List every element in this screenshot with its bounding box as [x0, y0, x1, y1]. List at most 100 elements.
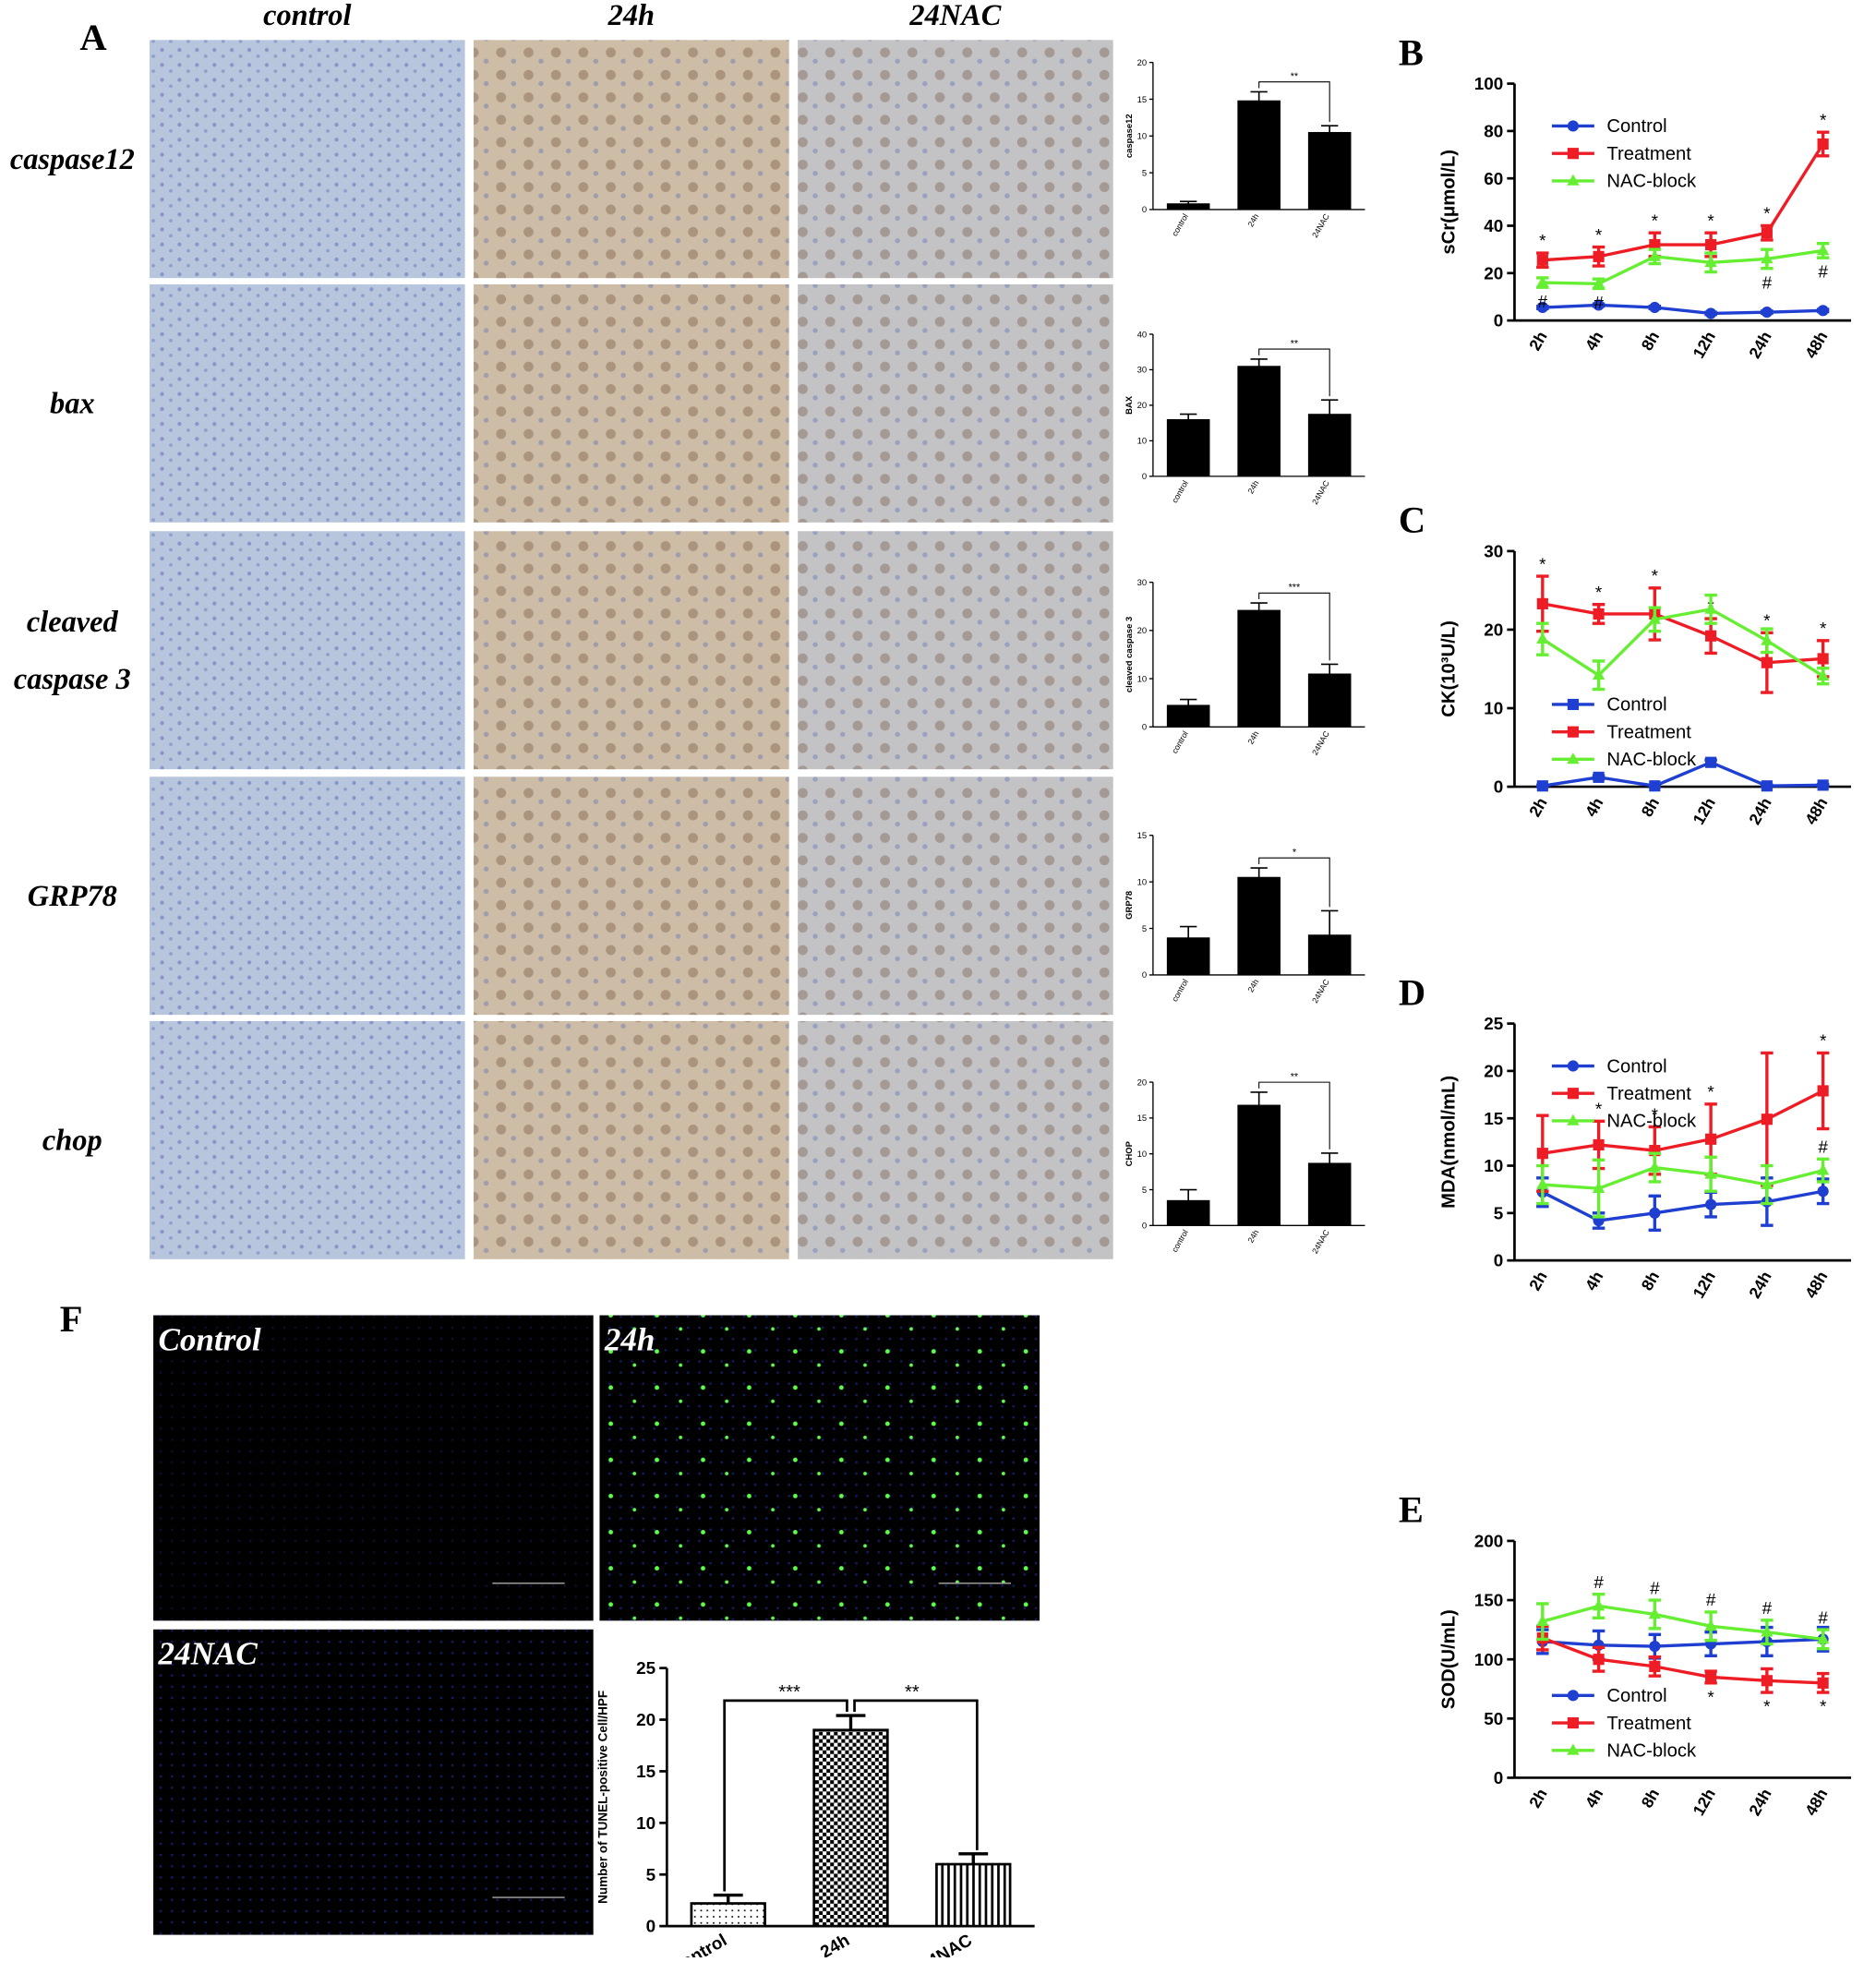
error-bar	[1321, 909, 1339, 935]
error-bar	[1250, 1091, 1268, 1105]
significance-label: *	[1293, 848, 1297, 859]
x-tick-label: 24NAC	[1310, 479, 1331, 506]
data-point	[1761, 656, 1773, 668]
bar	[1166, 1199, 1210, 1226]
x-tick-label: 48h	[1801, 328, 1831, 361]
error-bar	[713, 1893, 743, 1904]
data-point	[1648, 249, 1662, 261]
series-line	[1542, 143, 1825, 262]
data-point	[1761, 227, 1773, 239]
bar	[1166, 937, 1210, 976]
y-axis-label: SOD(U/mL)	[1439, 1609, 1460, 1709]
error-bar	[1179, 698, 1197, 705]
data-point	[1816, 1163, 1830, 1175]
data-point	[1704, 255, 1717, 268]
y-tick-label: 100	[1474, 75, 1504, 94]
micrograph-texture	[798, 283, 1113, 523]
x-tick-label: 24h	[1245, 1228, 1260, 1245]
y-tick-label: 5	[1142, 168, 1147, 178]
error-bar	[1321, 125, 1339, 133]
data-point	[1593, 299, 1605, 311]
y-tick-label: 0	[1142, 1222, 1147, 1232]
legend-label: Treatment	[1606, 144, 1691, 164]
x-tick-label: control	[1170, 729, 1190, 755]
y-tick-label: 0	[1494, 1769, 1504, 1788]
data-point	[1536, 1148, 1548, 1160]
series-line	[1542, 1189, 1823, 1222]
error-bar	[1250, 358, 1268, 367]
significance-label: ***	[1289, 583, 1301, 594]
significance-bracket	[1258, 1081, 1330, 1150]
legend-label: NAC-block	[1606, 750, 1697, 770]
data-point	[1705, 630, 1717, 642]
y-tick-label: 10	[1484, 1157, 1503, 1176]
data-point	[1536, 1177, 1549, 1189]
y-tick-label: 10	[1484, 700, 1503, 719]
x-tick-label: 48h	[1801, 1268, 1831, 1301]
x-tick-label: 48h	[1801, 794, 1831, 827]
series-line	[1542, 1636, 1823, 1685]
series-line	[1542, 1165, 1824, 1190]
legend-label: NAC-block	[1606, 1112, 1697, 1132]
y-tick-label: 10	[1137, 1150, 1148, 1160]
legend-marker	[1567, 1716, 1579, 1729]
x-tick-label: control	[1170, 978, 1190, 1004]
bar	[1166, 704, 1210, 728]
x-tick-label: 24h	[1745, 1786, 1774, 1819]
annotation: #	[1706, 1591, 1716, 1610]
x-tick-label: 2h	[1525, 794, 1551, 820]
annotation: #	[1818, 263, 1828, 283]
data-point	[1705, 756, 1717, 768]
y-axis-label: CK(10³U/L)	[1439, 620, 1460, 717]
legend-marker	[1567, 120, 1579, 132]
x-tick-label: 24h	[1245, 729, 1260, 746]
x-tick-label: 12h	[1690, 1268, 1719, 1301]
panel-letter: B	[1399, 31, 1424, 73]
y-tick-label: 20	[1484, 264, 1503, 283]
series-line	[1542, 303, 1823, 316]
data-point	[1536, 254, 1548, 266]
data-point	[1817, 653, 1829, 665]
x-tick-label: control	[1170, 479, 1190, 505]
x-tick-label: 24NAC	[1310, 1228, 1331, 1255]
y-tick-label: 100	[1474, 1651, 1504, 1670]
y-axis-label: CHOP	[1124, 1141, 1135, 1166]
bar	[812, 1728, 889, 1928]
data-point	[1704, 602, 1717, 614]
legend-marker	[1567, 698, 1579, 711]
data-point	[1817, 138, 1829, 150]
image-label: Control	[158, 1321, 260, 1357]
data-point	[1704, 1619, 1717, 1631]
significance-bracket	[1258, 857, 1330, 908]
data-point	[1761, 633, 1774, 645]
significance-label: **	[1291, 338, 1299, 349]
micrograph-texture	[474, 1020, 789, 1259]
annotation: #	[1762, 1599, 1773, 1619]
data-point	[1649, 780, 1661, 792]
image-label: 24h	[604, 1321, 655, 1357]
error-bar	[1250, 90, 1268, 102]
series-line	[1542, 602, 1823, 665]
significance-label: **	[1291, 71, 1299, 82]
annotation: *	[1820, 111, 1827, 130]
data-point	[1761, 252, 1774, 264]
data-point	[1817, 1085, 1829, 1097]
data-point	[1761, 1177, 1774, 1189]
data-point	[1592, 277, 1605, 289]
significance-bracket	[853, 1699, 979, 1850]
y-tick-label: 20	[1484, 1063, 1503, 1082]
y-tick-label: 25	[636, 1659, 655, 1679]
data-point	[1705, 1133, 1717, 1145]
error-bar	[1250, 602, 1268, 610]
x-tick-label: 8h	[1638, 1786, 1664, 1812]
significance-label: ***	[778, 1682, 800, 1703]
annotation: *	[1820, 620, 1827, 639]
significance-label: **	[905, 1682, 920, 1703]
data-point	[1705, 1671, 1717, 1683]
x-tick-label: 24h	[1245, 212, 1260, 229]
bar	[1166, 418, 1210, 477]
x-tick-label: 24h	[817, 1931, 853, 1957]
panel-letter: C	[1399, 500, 1425, 541]
data-point	[1761, 1675, 1773, 1687]
nuclei-texture	[153, 1629, 594, 1935]
